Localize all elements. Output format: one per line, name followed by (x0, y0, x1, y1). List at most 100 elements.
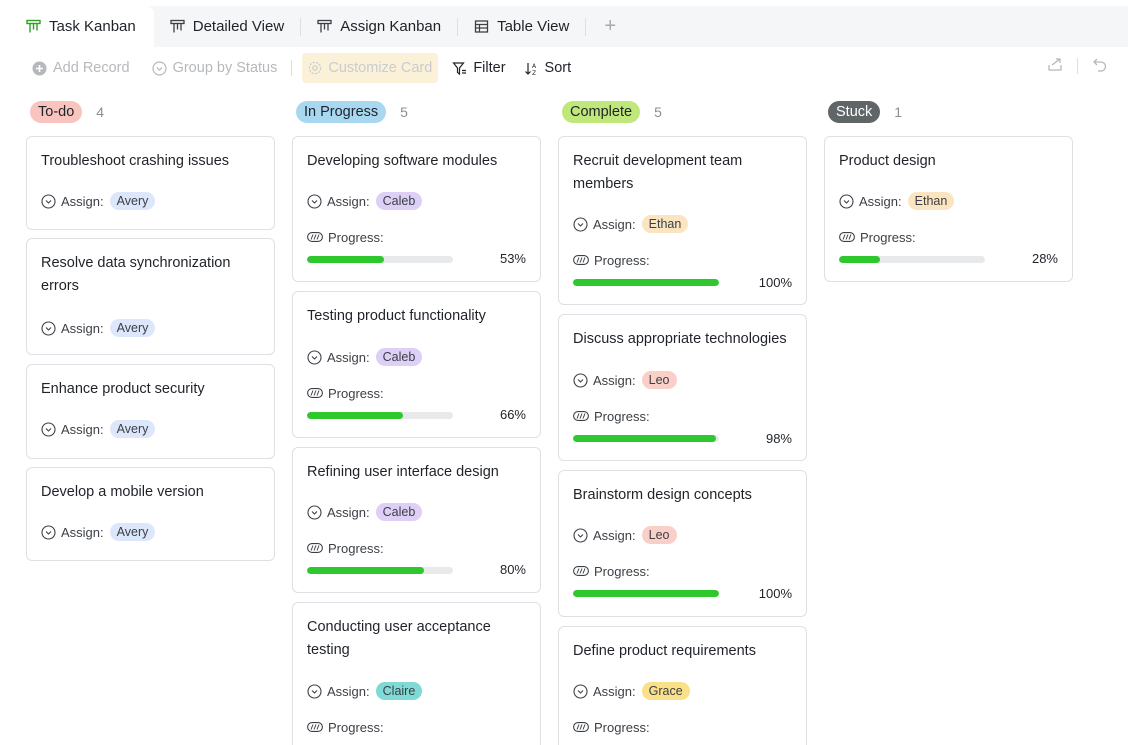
task-card[interactable]: Discuss appropriate technologies Assign:… (558, 314, 807, 461)
chevron-circle-icon (573, 683, 588, 699)
task-card[interactable]: Enhance product security Assign: Avery (26, 364, 275, 459)
column-header: Complete 5 (558, 98, 807, 126)
assign-label: Assign: (327, 504, 370, 520)
task-card[interactable]: Define product requirements Assign: Grac… (558, 626, 807, 745)
column-header: Stuck 1 (824, 98, 1073, 126)
assign-row: Assign: Avery (41, 191, 156, 211)
assign-label: Assign: (61, 193, 104, 209)
column-todo: To-do 4 Troubleshoot crashing issues Ass… (26, 98, 275, 561)
progress-percent: 100% (758, 586, 792, 601)
group-by-button[interactable]: Group by Status (148, 53, 282, 83)
progress-bar (839, 256, 985, 263)
task-card[interactable]: Refining user interface design Assign: C… (292, 447, 541, 593)
filter-button[interactable]: Filter (448, 53, 509, 83)
task-card[interactable]: Conducting user acceptance testing Assig… (292, 602, 541, 745)
group-by-label: Group by Status (172, 60, 278, 76)
toolbar-divider (1077, 57, 1078, 74)
toolbar: Add Record Group by Status Customize Car… (28, 52, 575, 84)
kanban-icon (170, 19, 185, 34)
assignee-tag: Caleb (375, 503, 423, 521)
assign-label: Assign: (593, 372, 636, 388)
assignee-tag: Avery (109, 420, 156, 438)
add-record-button[interactable]: Add Record (28, 53, 134, 83)
progress-icon (839, 232, 855, 242)
task-card[interactable]: Developing software modules Assign: Cale… (292, 136, 541, 282)
card-title: Recruit development team members (573, 153, 743, 192)
share-icon[interactable] (1047, 56, 1063, 75)
card-title: Develop a mobile version (41, 484, 204, 500)
add-view-button[interactable]: + (586, 6, 634, 47)
progress-label-row: Progress: (307, 228, 384, 246)
tab-label: Detailed View (192, 18, 285, 35)
chevron-circle-icon (41, 524, 56, 540)
card-title: Resolve data synchronization errors (41, 255, 231, 294)
progress-label-row: Progress: (839, 228, 916, 246)
view-tab-bar: Task Kanban Detailed View Assign Kanban … (10, 6, 1128, 47)
assign-label: Assign: (593, 527, 636, 543)
assignee-tag: Ethan (907, 192, 955, 210)
progress-bar (573, 435, 719, 442)
toolbar-divider (291, 60, 293, 76)
column-in-progress: In Progress 5 Developing software module… (292, 98, 541, 745)
progress-label-row: Progress: (573, 407, 650, 425)
progress-bar (307, 412, 453, 419)
card-title: Enhance product security (41, 381, 205, 397)
progress-percent: 66% (499, 407, 526, 422)
tab-task-kanban[interactable]: Task Kanban (10, 6, 154, 47)
progress-icon (307, 232, 323, 242)
task-card[interactable]: Brainstorm design concepts Assign: Leo P… (558, 470, 807, 617)
card-title: Refining user interface design (307, 464, 499, 480)
assign-label: Assign: (593, 683, 636, 699)
progress-bar (573, 279, 719, 286)
task-card[interactable]: Product design Assign: Ethan Progress: 2… (824, 136, 1073, 282)
plus-icon: + (604, 15, 617, 37)
tab-assign-kanban[interactable]: Assign Kanban (301, 6, 457, 47)
progress-icon (573, 411, 589, 421)
progress-percent: 53% (499, 251, 526, 266)
assign-row: Assign: Caleb (307, 347, 423, 367)
chevron-circle-icon (307, 193, 322, 209)
task-card[interactable]: Recruit development team members Assign:… (558, 136, 807, 305)
task-card[interactable]: Resolve data synchronization errors Assi… (26, 238, 275, 355)
progress-bar-fill (307, 567, 424, 574)
column-count: 1 (894, 104, 903, 120)
progress-bar-fill (307, 412, 404, 419)
filter-label: Filter (473, 60, 506, 76)
progress-label: Progress: (594, 408, 650, 424)
column-complete: Complete 5 Recruit development team memb… (558, 98, 807, 745)
progress-bar-fill (573, 279, 719, 286)
assign-row: Assign: Leo (573, 370, 677, 390)
assign-row: Assign: Ethan (839, 191, 955, 211)
chevron-circle-icon (573, 527, 588, 543)
tab-table-view[interactable]: Table View (458, 6, 585, 47)
svg-text:A: A (532, 63, 537, 70)
progress-bar (307, 567, 453, 574)
column-header: To-do 4 (26, 98, 275, 126)
task-card[interactable]: Develop a mobile version Assign: Avery (26, 467, 275, 561)
tab-divider (457, 17, 459, 36)
assignee-tag: Caleb (375, 192, 423, 210)
progress-label: Progress: (328, 385, 384, 401)
sort-label: Sort (544, 60, 572, 76)
assignee-tag: Leo (641, 371, 677, 389)
kanban-icon (26, 19, 41, 34)
table-icon (474, 19, 489, 34)
progress-percent: 80% (499, 562, 526, 577)
assignee-tag: Claire (375, 682, 423, 700)
customize-card-button[interactable]: Customize Card (302, 53, 439, 83)
chevron-circle-icon (41, 193, 56, 209)
assign-row: Assign: Avery (41, 522, 156, 542)
assign-row: Assign: Avery (41, 318, 156, 338)
assign-row: Assign: Caleb (307, 502, 423, 522)
status-tag-in-progress: In Progress (296, 101, 387, 123)
undo-icon[interactable] (1092, 56, 1108, 75)
tab-divider (300, 17, 302, 36)
task-card[interactable]: Troubleshoot crashing issues Assign: Ave… (26, 136, 275, 230)
tab-label: Task Kanban (49, 18, 136, 35)
task-card[interactable]: Testing product functionality Assign: Ca… (292, 291, 541, 438)
gear-icon (308, 61, 322, 75)
progress-label-row: Progress: (307, 384, 384, 402)
tab-detailed-view[interactable]: Detailed View (154, 6, 300, 47)
chevron-circle-icon (151, 60, 167, 76)
